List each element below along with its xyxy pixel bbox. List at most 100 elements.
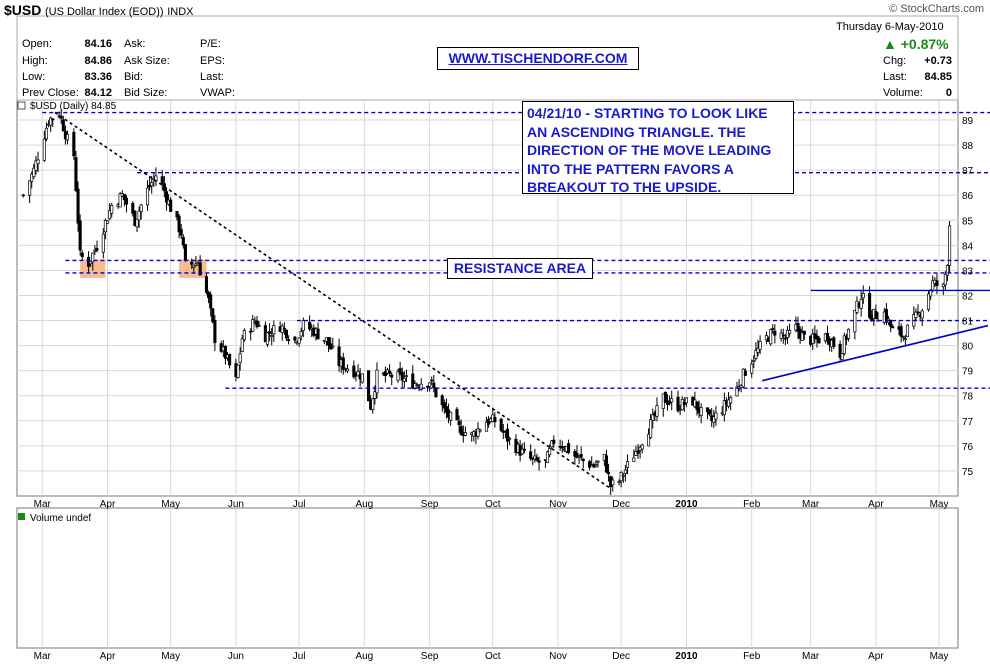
candles	[21, 109, 952, 495]
website-annotation[interactable]: WWW.TISCHENDORF.COM	[437, 47, 639, 70]
candle-up	[741, 368, 745, 388]
candle-up	[371, 398, 375, 410]
volume-legend-box	[18, 513, 25, 520]
candle-up	[520, 448, 524, 455]
candle-down	[499, 418, 503, 431]
candle-up	[670, 398, 674, 403]
candle-up	[859, 299, 863, 309]
x-tick-label: Aug	[355, 499, 373, 510]
candle-down	[455, 408, 459, 421]
x-tick-label-volume: Oct	[485, 651, 501, 662]
candle-up	[752, 360, 756, 362]
candle-down	[341, 357, 345, 370]
y-tick-label: 77	[962, 417, 974, 428]
candle-up	[257, 325, 261, 327]
y-axis-labels: 75 76 77 78 79 80 81 82 83 84 85 86 87 88 89	[962, 116, 974, 478]
x-tick-label-volume: Jul	[293, 651, 306, 662]
candle-down	[400, 371, 404, 381]
candle-down	[78, 220, 82, 251]
candle-down	[493, 416, 497, 423]
x-tick-label-volume: Nov	[549, 651, 567, 662]
candle-down	[889, 319, 893, 327]
candle-down	[815, 335, 819, 340]
candle-down	[771, 328, 775, 330]
candle-down	[899, 326, 903, 337]
x-tick-label: Mar	[802, 499, 820, 510]
candle-down	[164, 191, 169, 203]
y-tick-label: 78	[962, 392, 974, 403]
candle-up	[331, 345, 335, 348]
candle-up	[36, 159, 40, 165]
candle-up	[301, 320, 305, 331]
symbol: $USD	[4, 2, 42, 18]
last-label: Last:	[883, 71, 907, 83]
candle-up	[89, 261, 93, 264]
candle-down	[884, 308, 888, 322]
y-tick-label: 81	[962, 317, 974, 328]
candle-down	[169, 199, 173, 212]
candle-down	[459, 426, 463, 435]
pe-label: P/E:	[200, 38, 221, 50]
candle-down	[160, 176, 164, 184]
candle-up	[756, 347, 760, 353]
candle-up	[617, 481, 621, 483]
candle-up	[853, 309, 857, 333]
vwap-label: VWAP:	[200, 87, 236, 99]
candle-up	[65, 134, 70, 141]
candle-down	[228, 354, 232, 366]
last-value: 84.85	[924, 71, 952, 83]
x-axis-labels: Mar Mar Apr Apr May May Jun Jun Jul Jul Aug Aug Sep S…	[34, 499, 949, 662]
candle-down	[122, 193, 126, 201]
up-arrow-icon: ▲	[883, 36, 897, 52]
open-value: 84.16	[84, 38, 112, 50]
candle-up	[621, 474, 625, 477]
chart-title: $USD (US Dollar Index (EOD)) INDX	[4, 2, 193, 18]
y-tick-label: 84	[962, 241, 974, 252]
candle-up	[926, 293, 931, 310]
candle-up	[150, 182, 154, 187]
candle-down	[783, 337, 787, 340]
x-tick-label-volume: Apr	[868, 651, 884, 662]
candle-down	[916, 311, 920, 314]
candle-down	[327, 337, 331, 346]
candle-up	[914, 311, 918, 318]
candle-up	[463, 432, 467, 436]
x-tick-label: Feb	[743, 499, 761, 510]
candle-down	[505, 428, 510, 442]
x-tick-label-volume: Dec	[612, 651, 630, 662]
candle-down	[204, 276, 209, 293]
downtrend-line	[54, 111, 612, 490]
candle-up	[484, 421, 488, 432]
candle-down	[209, 294, 213, 309]
candle-up	[118, 193, 122, 208]
y-tick-label: 83	[962, 266, 974, 277]
candle-down	[434, 387, 438, 398]
candle-down	[179, 228, 183, 236]
candle-up	[903, 338, 907, 341]
candle-up	[419, 383, 423, 390]
x-tick-label-volume: May	[161, 651, 180, 662]
grid-lines	[17, 100, 958, 648]
x-tick-label-volume: Apr	[100, 651, 116, 662]
candle-down	[284, 329, 289, 339]
candle-down	[695, 401, 699, 410]
candle-up	[345, 368, 350, 372]
y-tick-label: 82	[962, 291, 974, 302]
legends: $USD (Daily) 84.85 Volume undef	[17, 101, 117, 524]
candle-up	[842, 335, 846, 354]
candle-down	[367, 370, 371, 402]
candle-down	[781, 334, 785, 337]
candle-down	[560, 446, 564, 449]
candle-down	[708, 409, 712, 415]
candle-down	[537, 460, 541, 463]
candle-up	[137, 210, 141, 221]
y-tick-label: 80	[962, 342, 974, 353]
candle-up	[611, 479, 615, 486]
candle-up	[800, 332, 804, 341]
candle-up	[265, 332, 270, 345]
candle-up	[901, 336, 905, 338]
candle-down	[442, 402, 446, 409]
candle-up	[785, 329, 790, 338]
candle-up	[93, 249, 97, 252]
stockcharts-logo[interactable]: © StockCharts.com	[889, 3, 984, 15]
